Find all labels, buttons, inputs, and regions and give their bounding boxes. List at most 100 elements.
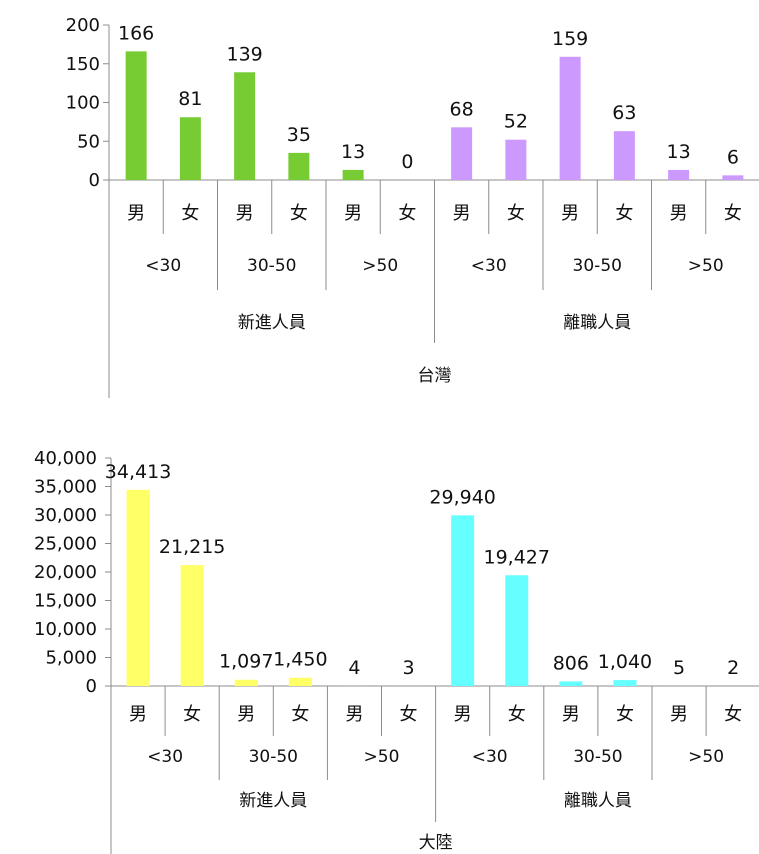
data-label: 68 [450, 98, 474, 120]
gender-label: 女 [724, 203, 742, 224]
gender-label: 男 [453, 203, 471, 224]
age-band-label: <30 [471, 256, 507, 276]
gender-label: 女 [400, 704, 418, 725]
data-label: 35 [287, 124, 311, 146]
data-label: 19,427 [484, 546, 550, 568]
gender-label: 女 [183, 704, 201, 725]
gender-label: 男 [236, 203, 254, 224]
data-label: 1,097 [219, 651, 273, 673]
data-label: 139 [226, 43, 262, 65]
bar-new-hires [234, 679, 258, 686]
age-band-label: 30-50 [249, 747, 298, 767]
gender-label: 女 [508, 704, 526, 725]
gender-label: 男 [344, 203, 362, 224]
age-band-label: 30-50 [247, 256, 296, 276]
data-label: 3 [403, 657, 415, 679]
age-band-label: 30-50 [573, 747, 622, 767]
bar-new-hires [179, 117, 201, 180]
y-tick-label: 0 [89, 170, 100, 191]
gender-label: 女 [291, 704, 309, 725]
data-label: 159 [552, 28, 588, 50]
data-label: 13 [341, 141, 365, 163]
y-tick-label: 10,000 [34, 619, 97, 640]
data-label: 34,413 [105, 461, 171, 483]
y-tick-label: 50 [77, 131, 100, 152]
gender-label: 女 [398, 203, 416, 224]
bar-new-hires [125, 51, 147, 180]
bar-new-hires [288, 677, 312, 686]
y-tick-label: 30,000 [34, 505, 97, 526]
bar-new-hires [126, 489, 150, 686]
y-tick-label: 15,000 [34, 591, 97, 612]
data-label: 1,040 [598, 651, 652, 673]
data-label: 81 [178, 88, 202, 110]
gender-label: 男 [237, 704, 255, 725]
gender-label: 女 [616, 704, 634, 725]
y-tick-label: 20,000 [34, 562, 97, 583]
data-label: 166 [118, 22, 154, 44]
data-label: 1,450 [273, 649, 327, 671]
bar-departures [559, 56, 581, 180]
gender-label: 男 [345, 704, 363, 725]
bar-departures [722, 175, 744, 180]
bar-departures [613, 680, 637, 686]
data-label: 52 [504, 111, 528, 133]
bar-departures [505, 139, 527, 180]
region-label: 大陸 [419, 833, 453, 853]
gender-label: 男 [670, 203, 688, 224]
age-band-label: <30 [147, 747, 183, 767]
gender-label: 男 [561, 203, 579, 224]
gender-label: 女 [615, 203, 633, 224]
bar-departures [451, 515, 475, 686]
gender-label: 男 [670, 704, 688, 725]
data-label: 13 [667, 141, 691, 163]
gender-label: 女 [724, 704, 742, 725]
age-band-label: <30 [472, 747, 508, 767]
gender-label: 男 [454, 704, 472, 725]
age-band-label: >50 [362, 256, 398, 276]
gender-label: 女 [290, 203, 308, 224]
gender-label: 男 [562, 704, 580, 725]
y-tick-label: 5,000 [45, 648, 97, 669]
bar-departures [668, 169, 690, 180]
group-label: 離職人員 [564, 791, 632, 811]
y-tick-label: 150 [66, 54, 100, 75]
bar-departures [505, 575, 529, 686]
age-band-label: <30 [145, 256, 181, 276]
gender-label: 女 [181, 203, 199, 224]
data-label: 0 [401, 151, 413, 173]
data-label: 29,940 [429, 486, 495, 508]
bar-departures [451, 127, 473, 180]
data-label: 2 [727, 657, 739, 679]
age-band-label: >50 [688, 256, 724, 276]
gender-label: 男 [129, 704, 147, 725]
y-tick-label: 40,000 [34, 448, 97, 469]
data-label: 4 [348, 657, 360, 679]
group-label: 新進人員 [238, 313, 306, 333]
y-tick-label: 100 [66, 93, 100, 114]
region-label: 台灣 [418, 366, 452, 386]
chart-taiwan: 0 50 100 150 200 166 男 81 女 139 男 35 女 13 男 0 女 <30 30-50 >… [66, 15, 759, 398]
y-tick-label: 25,000 [34, 534, 97, 555]
data-label: 806 [553, 652, 589, 674]
gender-label: 男 [127, 203, 145, 224]
age-band-label: 30-50 [573, 256, 622, 276]
data-label: 6 [727, 146, 739, 168]
chart-mainland: 0 5,000 10,000 15,000 20,000 25,000 30,000 35,0… [34, 448, 759, 854]
bar-departures [613, 131, 635, 180]
group-label: 離職人員 [563, 313, 631, 333]
age-band-label: >50 [364, 747, 400, 767]
bar-new-hires [342, 169, 364, 180]
group-label: 新進人員 [239, 791, 307, 811]
y-tick-label: 0 [86, 676, 97, 697]
data-label: 63 [612, 102, 636, 124]
y-tick-label: 35,000 [34, 477, 97, 498]
bar-departures [559, 681, 583, 686]
y-tick-label: 200 [66, 15, 100, 36]
bar-new-hires [234, 72, 256, 180]
data-label: 5 [673, 657, 685, 679]
bar-new-hires [288, 152, 310, 180]
gender-label: 女 [507, 203, 525, 224]
bar-new-hires [180, 565, 204, 686]
